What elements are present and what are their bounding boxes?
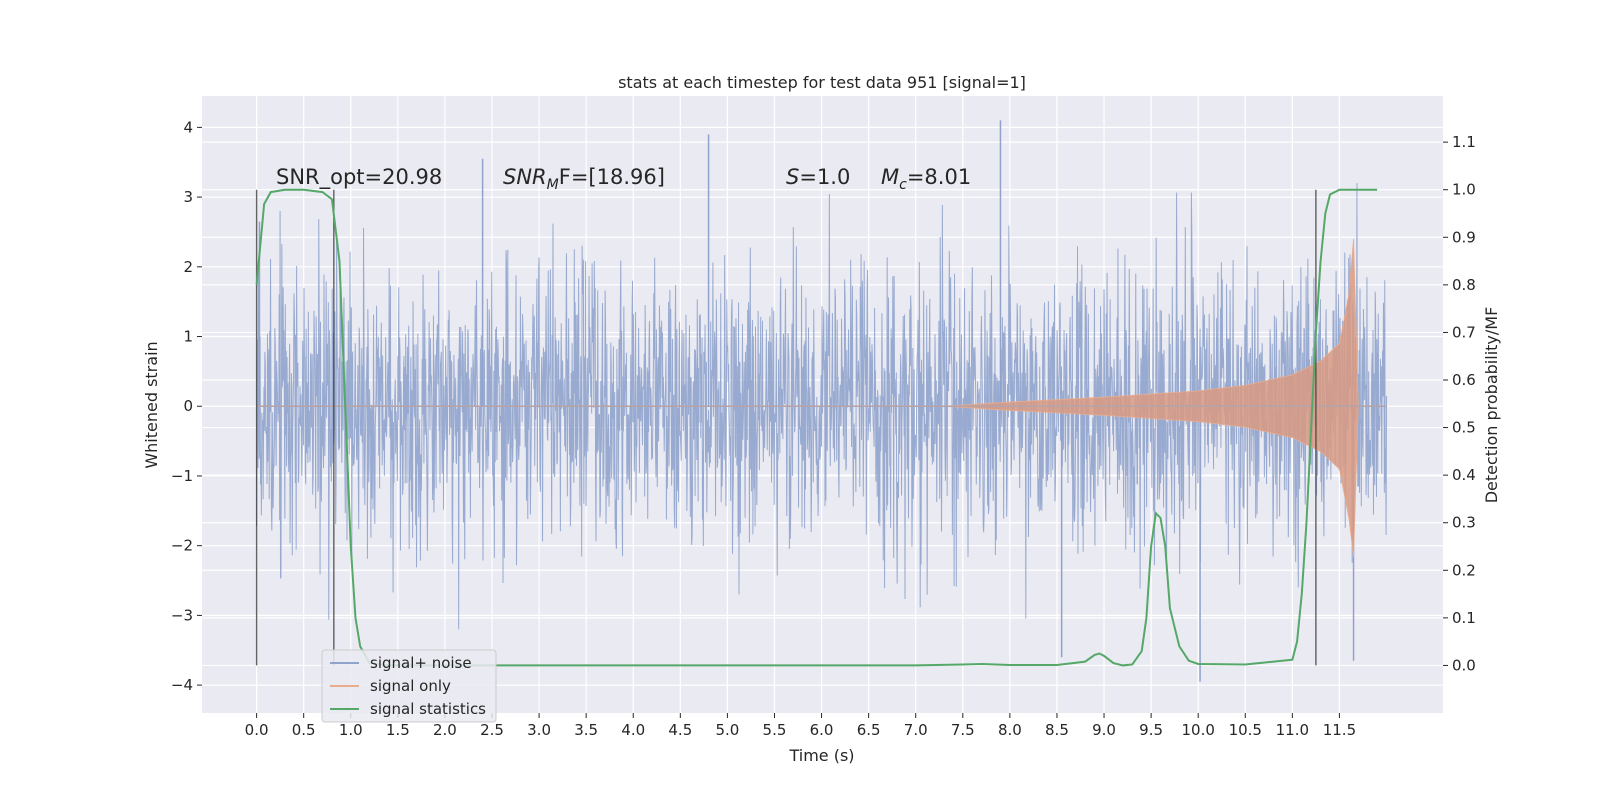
y2-tick-label: 0.2 bbox=[1452, 561, 1476, 579]
y-tick-label: 2 bbox=[183, 258, 193, 276]
vertical-markers bbox=[255, 189, 1317, 666]
annotation-mc: Mc=8.01 bbox=[881, 165, 971, 193]
annotation-snr-mf-sub: M bbox=[547, 177, 559, 193]
x-tick-label: 8.5 bbox=[1045, 721, 1069, 739]
annotation-snr-mf: SNRMF=[18.96] bbox=[503, 165, 665, 193]
y2-tick-label: 0.5 bbox=[1452, 419, 1476, 437]
annotation-s-label: S bbox=[786, 165, 799, 189]
y-axis-title: Whitened strain bbox=[142, 341, 161, 468]
statistics-line bbox=[255, 188, 1378, 667]
x-tick-label: 1.5 bbox=[386, 721, 410, 739]
x-tick-label: 10.5 bbox=[1229, 721, 1262, 739]
x-tick-label: 5.0 bbox=[715, 721, 739, 739]
series-signal-only bbox=[256, 238, 1387, 557]
annotation-s-value: =1.0 bbox=[799, 165, 850, 189]
y2-tick-label: 0.8 bbox=[1452, 276, 1476, 294]
annotation-s: S=1.0 bbox=[786, 165, 850, 189]
y2-tick-label: 1.1 bbox=[1452, 133, 1476, 151]
y-tick-label: 1 bbox=[183, 328, 193, 346]
annotation-mc-value: =8.01 bbox=[907, 165, 971, 189]
y-tick-label: −1 bbox=[171, 467, 193, 485]
x-tick-label: 1.0 bbox=[339, 721, 363, 739]
y-tick-label: −3 bbox=[171, 606, 193, 624]
annotation-mc-label: M bbox=[881, 165, 899, 189]
x-tick-label: 7.5 bbox=[951, 721, 975, 739]
annotation-mc-sub: c bbox=[899, 177, 907, 193]
annotation-snr-mf-value: F=[18.96] bbox=[559, 165, 665, 189]
x-tick-label: 3.5 bbox=[574, 721, 598, 739]
y-tick-label: 3 bbox=[183, 188, 193, 206]
y-tick-label: 4 bbox=[183, 118, 193, 136]
x-tick-label: 11.5 bbox=[1323, 721, 1356, 739]
grid bbox=[202, 96, 1443, 713]
y2-tick-label: 0.6 bbox=[1452, 371, 1476, 389]
x-tick-label: 11.0 bbox=[1276, 721, 1309, 739]
x-tick-label: 10.0 bbox=[1181, 721, 1214, 739]
y2-tick-label: 0.9 bbox=[1452, 228, 1476, 246]
x-tick-label: 3.0 bbox=[527, 721, 551, 739]
legend: signal+ noise signal only signal statist… bbox=[321, 649, 497, 723]
y2-tick-label: 0.0 bbox=[1452, 656, 1476, 674]
legend-label-signal-statistics: signal statistics bbox=[370, 700, 486, 718]
y2-tick-label: 0.4 bbox=[1452, 466, 1476, 484]
x-tick-label: 2.5 bbox=[480, 721, 504, 739]
legend-label-signal-noise: signal+ noise bbox=[370, 654, 472, 672]
x-tick-label: 5.5 bbox=[763, 721, 787, 739]
y2-axis-title: Detection probability/MF bbox=[1482, 307, 1501, 504]
noise-trace bbox=[256, 183, 1388, 630]
y-tick-label: −2 bbox=[171, 537, 193, 555]
x-tick-label: 2.0 bbox=[433, 721, 457, 739]
y2-tick-label: 0.3 bbox=[1452, 514, 1476, 532]
y2-tick-label: 0.7 bbox=[1452, 323, 1476, 341]
x-tick-label: 9.5 bbox=[1139, 721, 1163, 739]
x-tick-label: 8.0 bbox=[998, 721, 1022, 739]
x-tick-label: 0.0 bbox=[245, 721, 269, 739]
x-tick-label: 4.0 bbox=[621, 721, 645, 739]
y-tick-label: 0 bbox=[183, 397, 193, 415]
y-tick-label: −4 bbox=[171, 676, 193, 694]
x-tick-label: 4.5 bbox=[668, 721, 692, 739]
y2-tick-label: 0.1 bbox=[1452, 609, 1476, 627]
annotation-snr-mf-label: SNR bbox=[503, 165, 547, 189]
legend-box bbox=[321, 649, 497, 723]
annotation-snr-opt: SNR_opt=20.98 bbox=[276, 165, 442, 190]
axis-ticks: 0.0 0.5 1.0 1.5 2.0 2.5 3.0 3.5 4.0 4.5 5.0 5.5 6.0 6… bbox=[171, 118, 1476, 739]
chart-title: stats at each timestep for test data 951… bbox=[618, 73, 1026, 92]
series-signal-statistics bbox=[255, 188, 1378, 667]
x-axis-title: Time (s) bbox=[788, 746, 854, 765]
x-tick-label: 7.0 bbox=[904, 721, 928, 739]
x-tick-label: 0.5 bbox=[292, 721, 316, 739]
legend-label-signal-only: signal only bbox=[370, 677, 451, 695]
y2-tick-label: 1.0 bbox=[1452, 181, 1476, 199]
x-tick-label: 6.0 bbox=[810, 721, 834, 739]
x-tick-label: 6.5 bbox=[857, 721, 881, 739]
x-tick-label: 9.0 bbox=[1092, 721, 1116, 739]
